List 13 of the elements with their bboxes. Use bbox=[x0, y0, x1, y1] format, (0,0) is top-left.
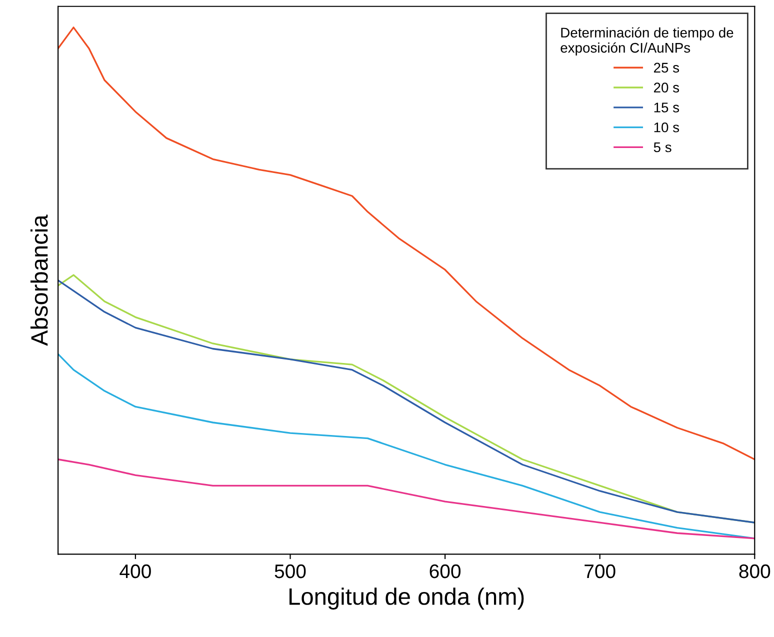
x-tick-label: 800 bbox=[739, 564, 770, 578]
x-axis-title: Longitud de onda (nm) bbox=[290, 588, 524, 610]
x-tick-label: 500 bbox=[274, 564, 306, 578]
legend-label: 10 s bbox=[654, 122, 680, 132]
y-axis-title: Absorbancia bbox=[30, 214, 48, 346]
legend-label: 20 s bbox=[654, 82, 680, 93]
x-tick-label: 400 bbox=[120, 564, 151, 578]
x-tick-label: 700 bbox=[584, 564, 616, 578]
x-tick-label: 600 bbox=[430, 564, 461, 578]
legend-label: 15 s bbox=[654, 102, 680, 112]
legend-label: 5 s bbox=[654, 142, 672, 152]
legend-label: 25 s bbox=[654, 62, 680, 73]
legend-title: Determinación de tiempo de exposición CI/AuNPs bbox=[560, 27, 734, 56]
